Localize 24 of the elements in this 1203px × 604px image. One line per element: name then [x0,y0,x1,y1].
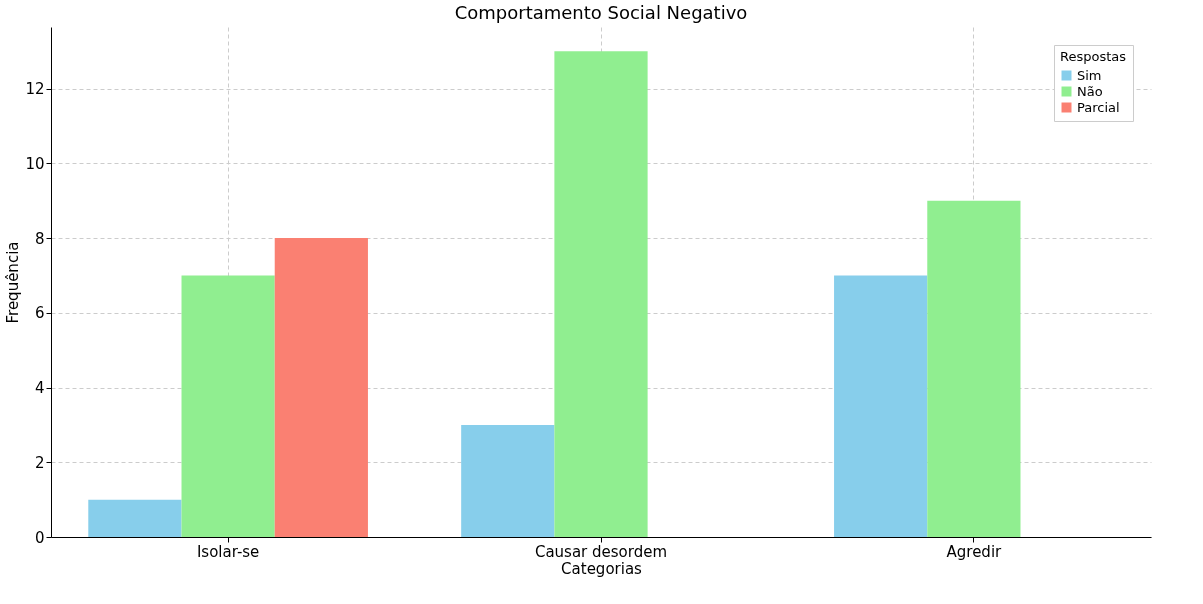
legend-label: Parcial [1077,99,1120,115]
legend-title: Respostas [1060,49,1127,64]
legend-label: Não [1077,83,1103,99]
y-tick-label: 8 [34,229,45,248]
bar [274,238,368,537]
bar [461,424,555,537]
y-axis-title: Frequência [4,241,23,324]
x-axis-title: Categorias [561,559,643,578]
y-tick-label: 10 [25,154,45,173]
y-tick-label: 0 [34,528,45,547]
y-tick-label: 6 [34,304,45,323]
chart-title: Comportamento Social Negativo [454,2,748,23]
bar [834,275,928,537]
y-tick-label: 4 [34,379,45,398]
legend-label: Sim [1077,67,1102,83]
y-tick-label: 12 [25,80,45,99]
x-tick-label: Causar desordem [534,542,668,561]
x-tick-label: Isolar-se [196,542,260,561]
bar [88,499,182,537]
y-tick-label: 2 [34,453,45,472]
bar [181,275,275,537]
x-tick-label: Agredir [946,542,1003,561]
bar [927,200,1021,537]
bar [554,51,648,537]
